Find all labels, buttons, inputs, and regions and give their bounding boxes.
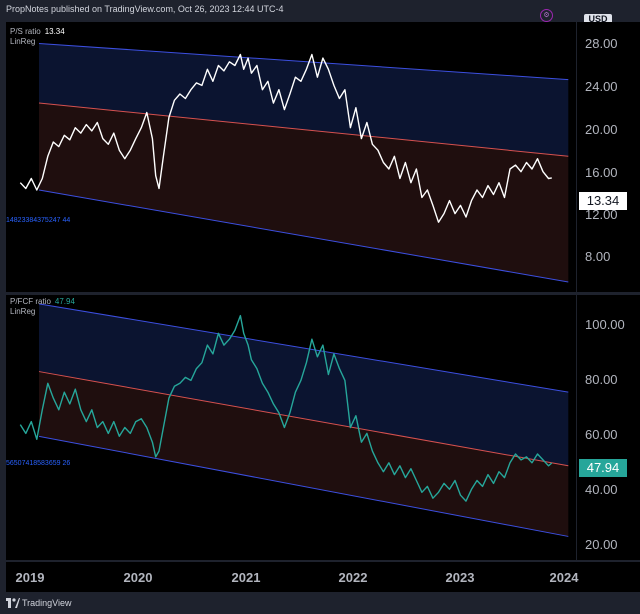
header: PropNotes published on TradingView.com, … <box>0 0 640 24</box>
time-tick: 2019 <box>15 570 45 585</box>
ps-linreg-legend[interactable]: LinReg <box>10 37 35 47</box>
time-tick: 2023 <box>445 570 475 585</box>
ps-lower-band <box>39 103 569 282</box>
ps-ratio-pane[interactable]: P/S ratio 13.34 LinReg 14823384375247 44 <box>6 22 576 292</box>
tradingview-logo-icon <box>6 598 20 608</box>
pfcf-y-tick: 100.00 <box>585 317 625 332</box>
attribution-text: PropNotes published on TradingView.com, … <box>6 4 284 14</box>
pfcf-y-tick: 80.00 <box>585 372 618 387</box>
time-tick: 2024 <box>549 570 579 585</box>
ps-linreg-value-label: 14823384375247 44 <box>6 217 71 224</box>
ps-y-tick: 16.00 <box>585 165 618 180</box>
pfcf-ratio-pane[interactable]: P/FCF ratio 47.94 LinReg 56507418583659 2… <box>6 295 576 560</box>
pfcf-legend[interactable]: P/FCF ratio 47.94 <box>10 297 75 307</box>
ps-linreg-lower-line <box>38 189 569 283</box>
time-axis[interactable]: 2019 2020 2021 2022 2023 2024 <box>6 562 640 592</box>
ps-legend[interactable]: P/S ratio 13.34 <box>10 27 65 37</box>
ps-current-value-badge: 13.34 <box>579 192 627 210</box>
ps-y-tick: 20.00 <box>585 122 618 137</box>
ps-upper-band <box>39 43 569 157</box>
time-tick: 2020 <box>123 570 153 585</box>
pfcf-linreg-upper-line <box>38 303 569 393</box>
pfcf-legend-name: P/FCF ratio <box>10 297 51 306</box>
time-tick: 2022 <box>338 570 368 585</box>
pfcf-linreg-value-label: 56507418583659 26 <box>6 460 71 467</box>
ps-legend-value: 13.34 <box>44 27 65 36</box>
pfcf-upper-band <box>39 303 569 466</box>
ps-linreg-upper-line <box>38 42 569 81</box>
pfcf-legend-value: 47.94 <box>54 297 75 306</box>
currency-badge[interactable]: USD <box>584 14 612 24</box>
pfcf-y-tick: 60.00 <box>585 427 618 442</box>
ps-y-tick: 8.00 <box>585 249 611 264</box>
pfcf-linreg-center-line <box>38 371 569 467</box>
pfcf-ratio-chart <box>19 303 569 537</box>
ps-linreg-name: LinReg <box>10 37 36 46</box>
pfcf-current-value-badge: 47.94 <box>579 459 627 477</box>
ps-y-tick: 12.00 <box>585 207 618 222</box>
settings-gear-icon[interactable]: ⚙ <box>540 9 553 22</box>
ps-price-axis[interactable]: 28.00 24.00 20.00 16.00 12.00 8.00 <box>577 22 640 292</box>
ps-linreg-center-line <box>38 102 569 157</box>
time-tick: 2021 <box>231 570 261 585</box>
pfcf-series-line <box>19 314 553 502</box>
pfcf-y-tick: 40.00 <box>585 482 618 497</box>
ps-ratio-chart <box>19 42 569 283</box>
ps-y-tick: 24.00 <box>585 79 618 94</box>
pfcf-linreg-name: LinReg <box>10 307 36 316</box>
pfcf-linreg-legend[interactable]: LinReg <box>10 307 35 317</box>
ps-legend-name: P/S ratio <box>10 27 41 36</box>
pfcf-y-tick: 20.00 <box>585 537 618 552</box>
ps-y-tick: 28.00 <box>585 36 618 51</box>
footer-brand: TradingView <box>22 598 72 608</box>
pfcf-linreg-lower-line <box>38 435 569 537</box>
pfcf-price-axis[interactable]: 100.00 80.00 60.00 40.00 20.00 <box>577 295 640 560</box>
ps-series-line <box>19 53 552 223</box>
footer: TradingView <box>0 592 640 614</box>
